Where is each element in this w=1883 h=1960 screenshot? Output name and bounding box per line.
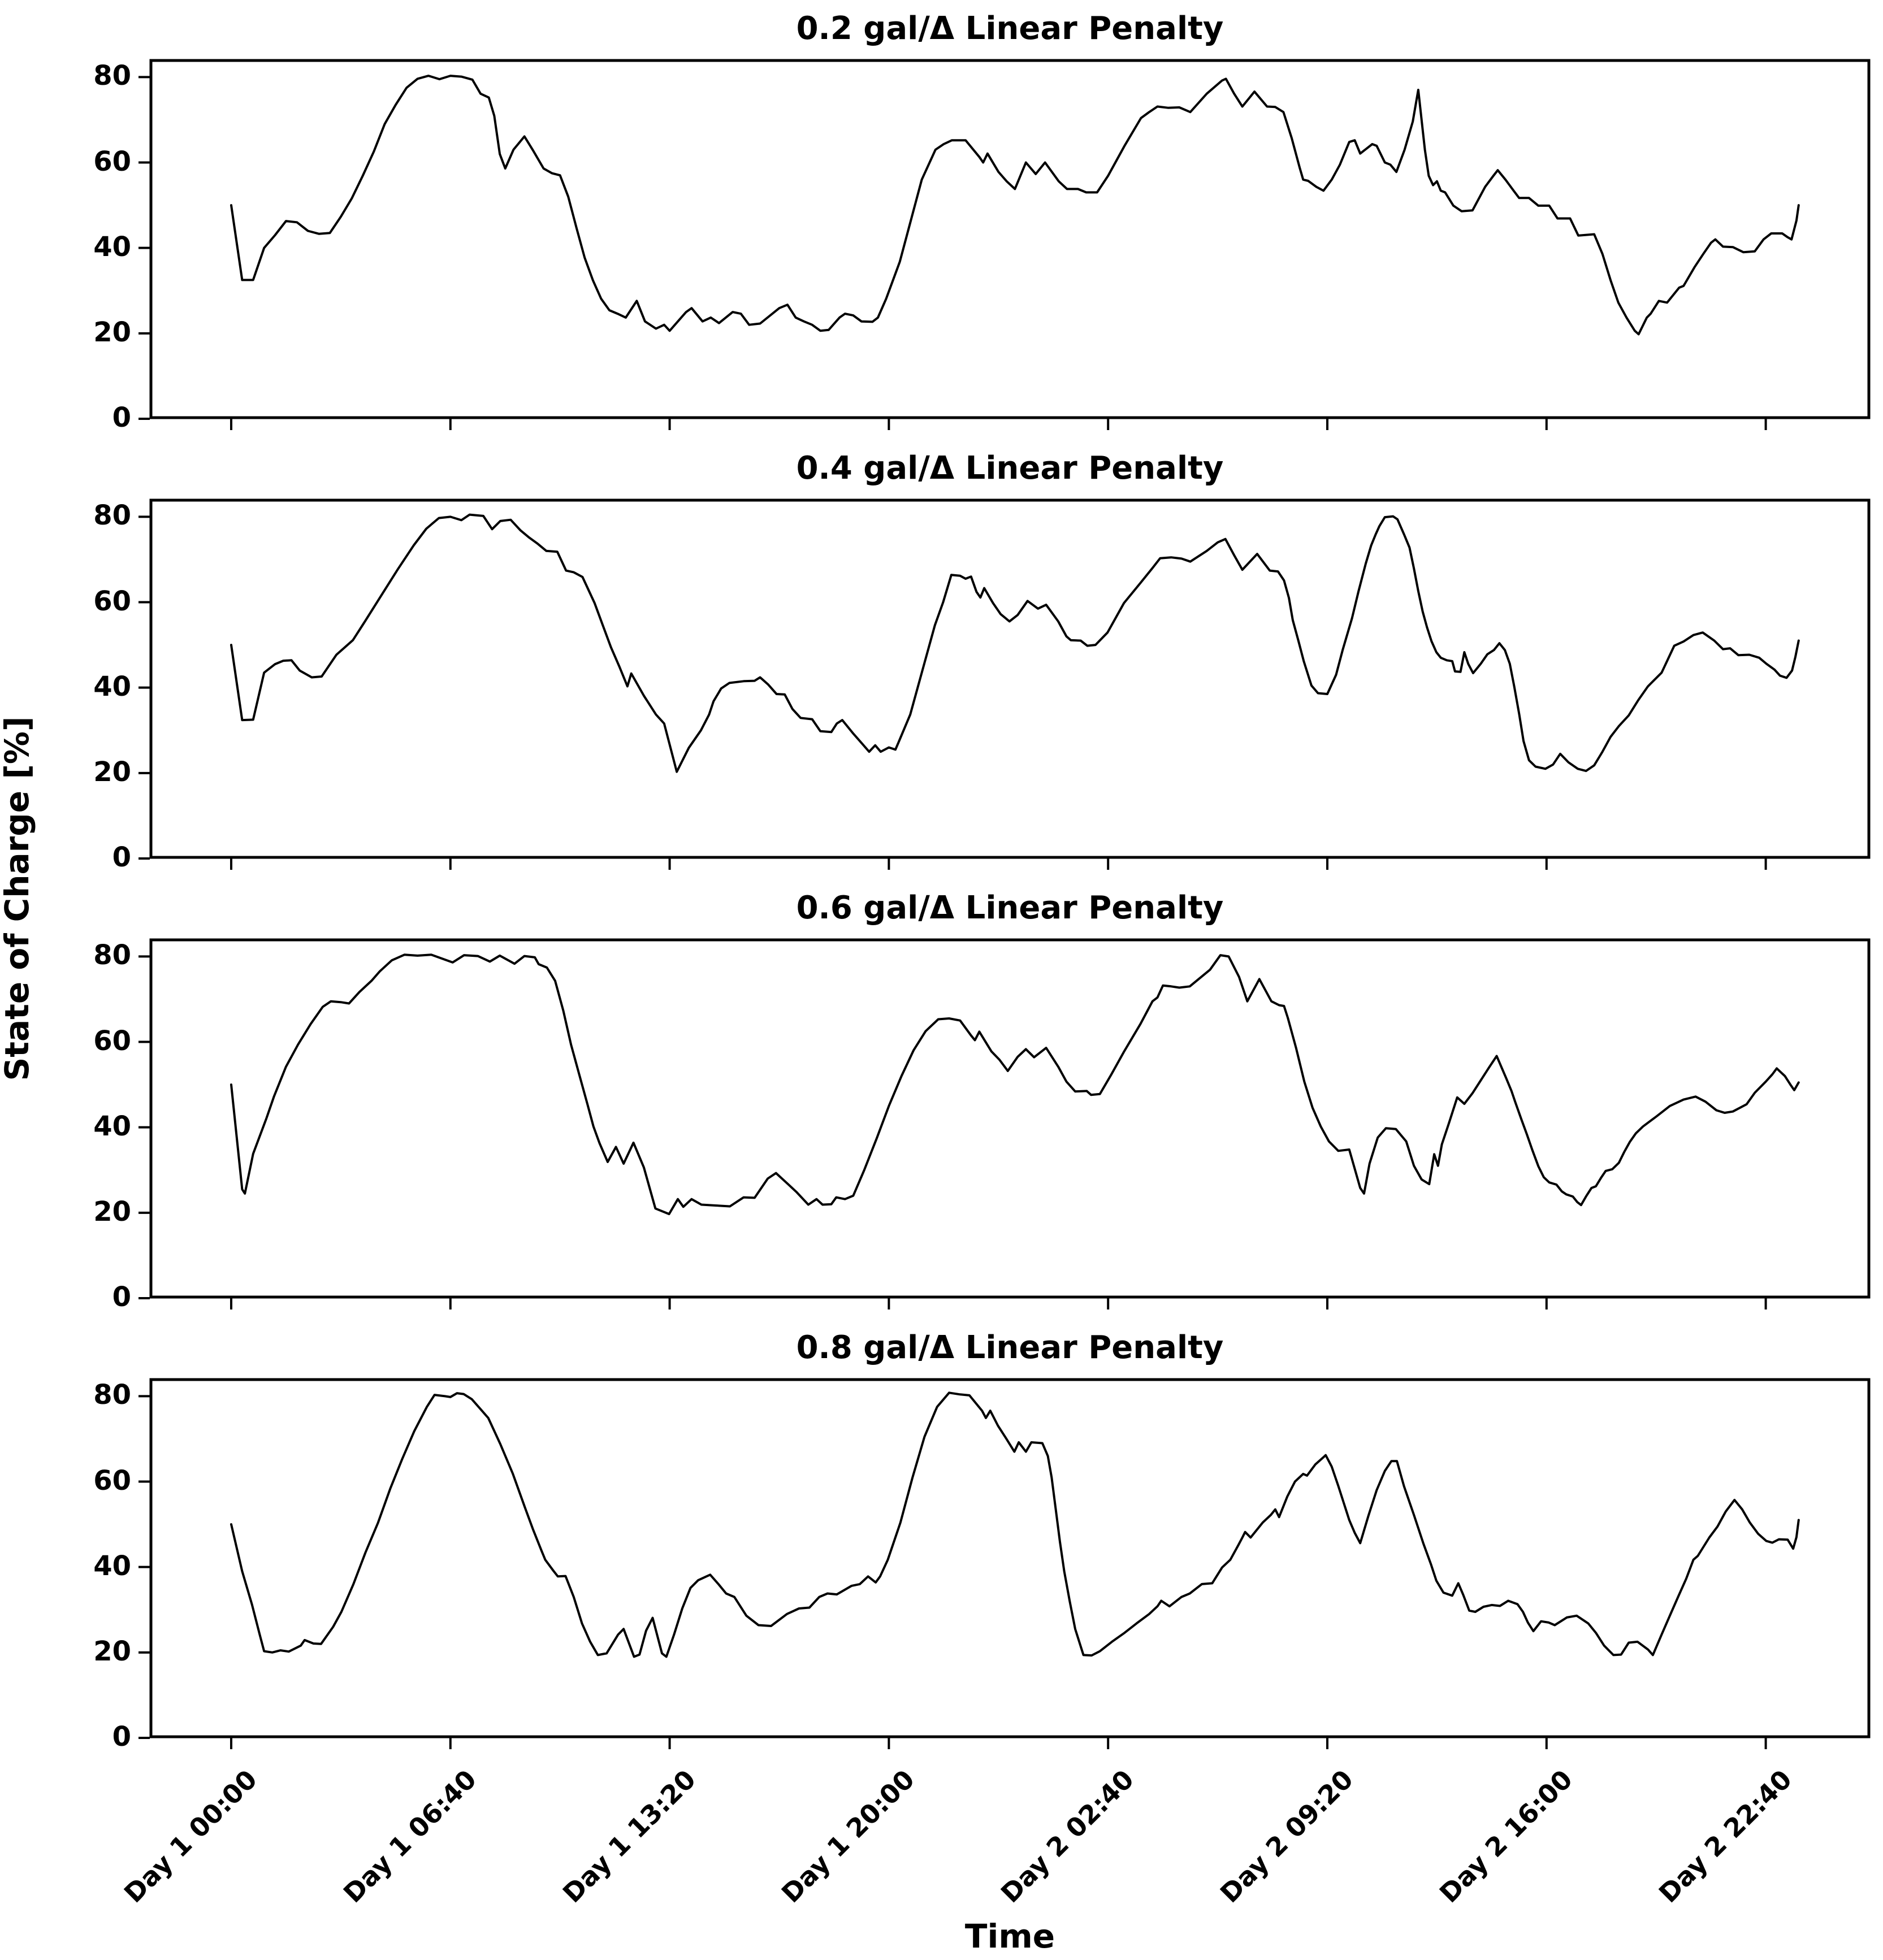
y-tick-label: 60 (93, 585, 131, 617)
axes-frame (149, 59, 1871, 419)
y-tick-label: 40 (93, 670, 131, 703)
subplot-4-plot-area (138, 1378, 1871, 1749)
y-tick-label: 60 (93, 1464, 131, 1497)
x-tick-label-text: Day 1 13:20 (556, 1764, 702, 1909)
subplot-2-title: 0.4 gal/Δ Linear Penalty (796, 450, 1224, 487)
subplot-1-plot-area (138, 59, 1871, 430)
subplot-2-plot-area (138, 498, 1871, 870)
y-tick-label: 20 (93, 756, 131, 788)
y-tick-label: 0 (112, 842, 131, 873)
axes-frame (149, 1378, 1871, 1738)
x-tick-label-text: Day 2 22:40 (1652, 1764, 1798, 1909)
y-tick-label: 60 (93, 145, 131, 177)
y-tick-label: 20 (93, 1195, 131, 1228)
y-tick-label: 80 (93, 60, 131, 92)
y-tick-label: 60 (93, 1025, 131, 1057)
y-tick-label: 0 (112, 1721, 131, 1753)
axes-frame (149, 938, 1871, 1299)
x-tick-label-text: Day 2 09:20 (1214, 1764, 1360, 1909)
y-tick-label: 40 (93, 231, 131, 263)
y-tick-label: 80 (93, 939, 131, 972)
x-tick-label-text: Day 2 02:40 (995, 1764, 1140, 1909)
subplot-4-title: 0.8 gal/Δ Linear Penalty (796, 1329, 1224, 1366)
y-tick-label: 80 (93, 1379, 131, 1411)
subplot-3-title: 0.6 gal/Δ Linear Penalty (796, 890, 1224, 926)
y-tick-label: 20 (93, 1635, 131, 1667)
y-tick-label: 0 (112, 1281, 131, 1313)
soc-line (230, 75, 1800, 336)
x-tick-label-text: Day 1 20:00 (776, 1764, 921, 1909)
y-tick-label: 40 (93, 1110, 131, 1142)
subplot-1-title: 0.2 gal/Δ Linear Penalty (796, 10, 1224, 47)
y-tick-label: 0 (112, 402, 131, 433)
subplot-3-plot-area (138, 938, 1871, 1309)
y-tick-label: 40 (93, 1550, 131, 1582)
soc-line (230, 953, 1800, 1216)
y-tick-label: 80 (93, 500, 131, 532)
soc-line (230, 513, 1800, 773)
axes-frame (149, 498, 1871, 859)
x-tick-label-text: Day 1 06:40 (337, 1764, 482, 1909)
x-axis-label: Time (964, 1917, 1055, 1955)
soc-line (230, 1391, 1800, 1658)
x-tick-label-text: Day 1 00:00 (118, 1764, 263, 1909)
y-tick-label: 20 (93, 316, 131, 348)
x-tick-label-text: Day 2 16:00 (1433, 1764, 1578, 1909)
